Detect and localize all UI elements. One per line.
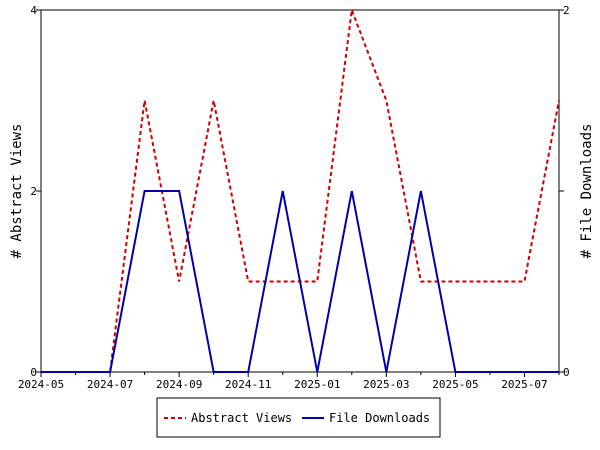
y-tick-label-0: 0 bbox=[30, 366, 37, 379]
x-tick-label-2024-09: 2024-09 bbox=[156, 378, 202, 391]
plot-area bbox=[40, 9, 560, 373]
x-tick-label-2025-07: 2025-07 bbox=[501, 378, 547, 391]
legend-label-abstract-views: Abstract Views bbox=[191, 411, 292, 425]
x-tick-label-2025-03: 2025-03 bbox=[363, 378, 409, 391]
y2-tick-label-2: 2 bbox=[563, 4, 570, 17]
x-tick-label-2025-05: 2025-05 bbox=[432, 378, 478, 391]
y-axis-left: 0 2 4 bbox=[30, 4, 41, 379]
series-layer bbox=[41, 9, 560, 373]
y-tick-label-4: 4 bbox=[30, 4, 37, 17]
x-tick-label-2025-01: 2025-01 bbox=[294, 378, 340, 391]
x-tick-label-2024-05: 2024-05 bbox=[18, 378, 64, 391]
x-tick-label-2024-07: 2024-07 bbox=[87, 378, 133, 391]
series-line-file-downloads bbox=[41, 190, 559, 373]
x-tick-label-2024-11: 2024-11 bbox=[225, 378, 271, 391]
y-axis-title: # Abstract Views bbox=[9, 124, 25, 259]
y-tick-label-2: 2 bbox=[30, 185, 37, 198]
legend-label-file-downloads: File Downloads bbox=[329, 411, 430, 425]
legend-box bbox=[156, 397, 441, 438]
y2-axis-title: # File Downloads bbox=[579, 124, 595, 259]
x-axis: 2024-05 2024-07 2024-09 2024-11 2025-01 2025-… bbox=[18, 372, 560, 391]
y-axis-right: 02 bbox=[559, 4, 570, 379]
legend: Abstract Views File Downloads bbox=[156, 397, 441, 438]
y2-tick-label-0: 0 bbox=[563, 366, 570, 379]
